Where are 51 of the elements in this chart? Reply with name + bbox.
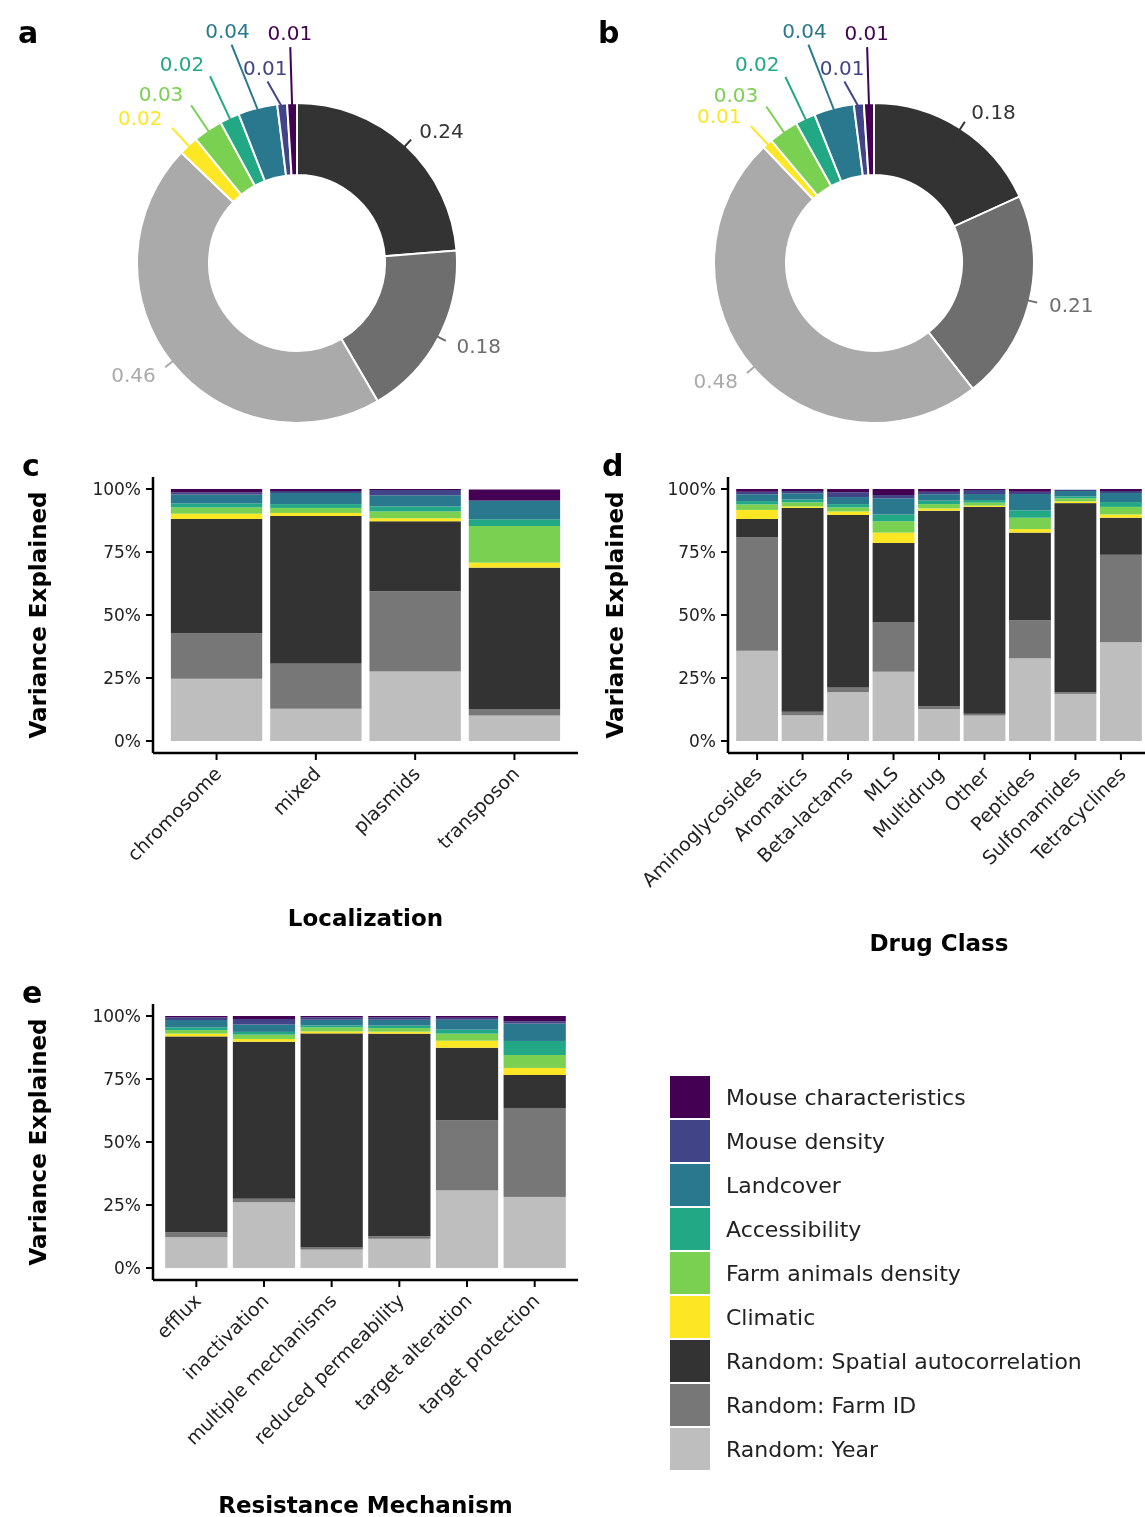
y-tick-label: 25% <box>103 1195 141 1215</box>
legend-label: Random: Spatial autocorrelation <box>726 1349 1082 1374</box>
y-tick-label: 25% <box>678 668 716 688</box>
data-label: 0.02 <box>159 51 205 76</box>
legend-label: Landcover <box>726 1173 842 1198</box>
legend-label: Climatic <box>726 1305 816 1330</box>
data-label: 0.03 <box>138 81 184 106</box>
y-tick-label: 100% <box>667 479 716 499</box>
x-axis-title: Drug Class <box>869 930 1009 956</box>
x-axis-title: Resistance Mechanism <box>218 1492 513 1517</box>
y-tick-label: 75% <box>103 1069 141 1089</box>
y-axis-title: Variance Explained <box>25 491 51 739</box>
y-tick-label: 0% <box>114 731 141 751</box>
data-label: 0.18 <box>456 334 502 359</box>
y-tick-label: 50% <box>103 605 141 625</box>
legend-label: Random: Farm ID <box>726 1393 917 1418</box>
data-label: 0.46 <box>111 362 156 387</box>
data-label: 0.01 <box>844 21 889 46</box>
data-label: 0.01 <box>242 55 288 80</box>
chart-title: e <box>22 975 43 1010</box>
data-label: 0.24 <box>419 118 464 143</box>
y-tick-label: 75% <box>103 542 141 562</box>
data-label: 0.04 <box>782 19 827 44</box>
legend-label: Mouse density <box>726 1129 886 1154</box>
y-tick-label: 100% <box>92 479 141 499</box>
y-tick-label: 50% <box>103 1132 141 1152</box>
data-label: 0.01 <box>819 55 865 80</box>
data-label: 0.48 <box>693 368 738 393</box>
y-tick-label: 0% <box>114 1258 141 1278</box>
y-tick-label: 0% <box>689 731 716 751</box>
chart-title: b <box>598 15 620 50</box>
y-axis-title: Variance Explained <box>602 491 628 739</box>
x-axis-title: Localization <box>287 905 444 931</box>
data-label: 0.01 <box>267 21 313 46</box>
legend-label: Accessibility <box>726 1217 862 1242</box>
data-label: 0.04 <box>205 19 250 44</box>
y-tick-label: 75% <box>678 542 716 562</box>
y-axis-title: Variance Explained <box>25 1018 51 1266</box>
chart-title: a <box>18 15 39 50</box>
chart-title: c <box>22 448 40 483</box>
chart-title: d <box>602 448 624 483</box>
legend-label: Mouse characteristics <box>726 1085 966 1110</box>
legend-label: Random: Year <box>726 1437 880 1462</box>
data-label: 0.18 <box>971 99 1016 124</box>
y-tick-label: 100% <box>92 1006 141 1026</box>
data-label: 0.21 <box>1048 293 1094 318</box>
data-label: 0.02 <box>118 105 163 130</box>
legend-label: Farm animals density <box>726 1261 961 1286</box>
data-label: 0.02 <box>734 52 780 77</box>
y-tick-label: 25% <box>103 668 141 688</box>
y-tick-label: 50% <box>678 605 716 625</box>
